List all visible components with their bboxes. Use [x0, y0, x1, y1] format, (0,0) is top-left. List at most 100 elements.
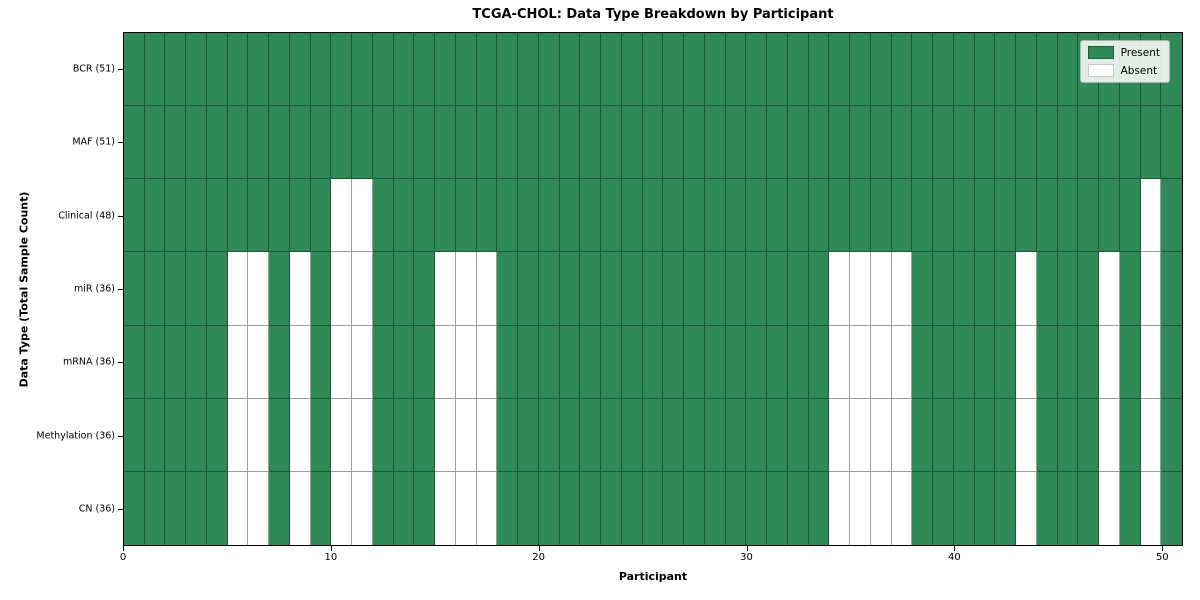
heatmap-cell: [933, 471, 954, 545]
heatmap-cell: [227, 179, 249, 253]
heatmap-cell: [372, 398, 394, 472]
heatmap-cell: [725, 398, 747, 472]
heatmap-cell: [144, 33, 166, 107]
heatmap-cell: [352, 179, 373, 253]
heatmap-cell: [684, 252, 705, 326]
heatmap-cell: [144, 106, 166, 180]
heatmap-cell: [767, 33, 788, 107]
heatmap-cell: [808, 252, 830, 326]
legend-swatch-icon: [1087, 64, 1114, 77]
heatmap-cell: [787, 106, 809, 180]
y-tick-mark: [118, 435, 123, 437]
heatmap-cell: [704, 106, 726, 180]
heatmap-cell: [1078, 179, 1100, 253]
heatmap-cell: [829, 252, 851, 326]
heatmap-cell: [497, 33, 519, 107]
heatmap-cell: [393, 398, 415, 472]
heatmap-cell: [518, 33, 539, 107]
heatmap-cell: [953, 106, 975, 180]
heatmap-cell: [476, 398, 498, 472]
heatmap-cell: [850, 325, 871, 399]
heatmap-cell: [289, 33, 311, 107]
heatmap-cell: [559, 325, 581, 399]
heatmap-cell: [891, 33, 913, 107]
chart-title: TCGA-CHOL: Data Type Breakdown by Partic…: [472, 7, 834, 22]
x-tick-mark: [330, 546, 332, 551]
heatmap-cell: [850, 398, 871, 472]
heatmap-cell: [186, 252, 207, 326]
heatmap-cell: [870, 325, 892, 399]
heatmap-cell: [455, 325, 477, 399]
heatmap-cell: [289, 471, 311, 545]
heatmap-cell: [414, 33, 436, 107]
heatmap-cell: [870, 398, 892, 472]
heatmap-cell: [476, 106, 498, 180]
heatmap-cell: [684, 179, 705, 253]
heatmap-cell: [144, 252, 166, 326]
heatmap-cell: [601, 179, 622, 253]
heatmap-cell: [808, 33, 830, 107]
heatmap-cell: [1119, 252, 1141, 326]
heatmap-cell: [912, 398, 934, 472]
heatmap-cell: [559, 33, 581, 107]
y-tick-mark: [118, 509, 123, 511]
heatmap-cell: [684, 33, 705, 107]
y-tick-mark: [118, 68, 123, 70]
heatmap-cell: [850, 179, 871, 253]
heatmap-cell: [352, 325, 373, 399]
heatmap-cell: [497, 179, 519, 253]
y-tick-mark: [118, 362, 123, 364]
heatmap-cell: [248, 252, 270, 326]
heatmap-cell: [248, 471, 270, 545]
heatmap-cell: [435, 106, 456, 180]
heatmap-cell: [1057, 179, 1079, 253]
heatmap-cell: [933, 33, 954, 107]
heatmap-cell: [331, 106, 353, 180]
heatmap-cell: [372, 33, 394, 107]
heatmap-cell: [1036, 325, 1058, 399]
heatmap-cell: [497, 325, 519, 399]
heatmap-cell: [1161, 471, 1182, 545]
heatmap-cell: [497, 252, 519, 326]
heatmap-cell: [1161, 252, 1182, 326]
heatmap-cell: [704, 398, 726, 472]
heatmap-cell: [1119, 106, 1141, 180]
heatmap-cell: [455, 179, 477, 253]
heatmap-cell: [746, 33, 768, 107]
heatmap-cell: [1161, 325, 1182, 399]
heatmap-cell: [746, 325, 768, 399]
heatmap-cell: [1036, 398, 1058, 472]
heatmap-cell: [1140, 471, 1162, 545]
heatmap-cell: [808, 106, 830, 180]
heatmap-cell: [995, 471, 1017, 545]
heatmap-cell: [269, 398, 290, 472]
heatmap-cell: [559, 106, 581, 180]
heatmap-cell: [974, 398, 996, 472]
heatmap-cell: [995, 106, 1017, 180]
y-tick-mark: [118, 142, 123, 144]
y-tick-label: BCR (51): [72, 63, 115, 75]
heatmap-cell: [995, 325, 1017, 399]
heatmap-cell: [1057, 106, 1079, 180]
heatmap-cell: [725, 471, 747, 545]
y-tick-mark: [118, 289, 123, 290]
legend-label: Present: [1120, 46, 1160, 59]
heatmap-cell: [331, 325, 353, 399]
heatmap-cell: [601, 325, 622, 399]
x-tick-mark: [954, 546, 956, 551]
heatmap-cell: [227, 33, 249, 107]
heatmap-cell: [186, 33, 207, 107]
heatmap-cell: [476, 471, 498, 545]
heatmap-cell: [725, 106, 747, 180]
heatmap-cell: [518, 325, 539, 399]
heatmap-cell: [580, 33, 602, 107]
heatmap-cell: [580, 471, 602, 545]
heatmap-cell: [601, 106, 622, 180]
heatmap-cell: [414, 398, 436, 472]
heatmap-cell: [974, 325, 996, 399]
heatmap-cell: [663, 179, 685, 253]
heatmap-cell: [352, 252, 373, 326]
heatmap-cell: [124, 471, 145, 545]
heatmap-cell: [124, 106, 145, 180]
